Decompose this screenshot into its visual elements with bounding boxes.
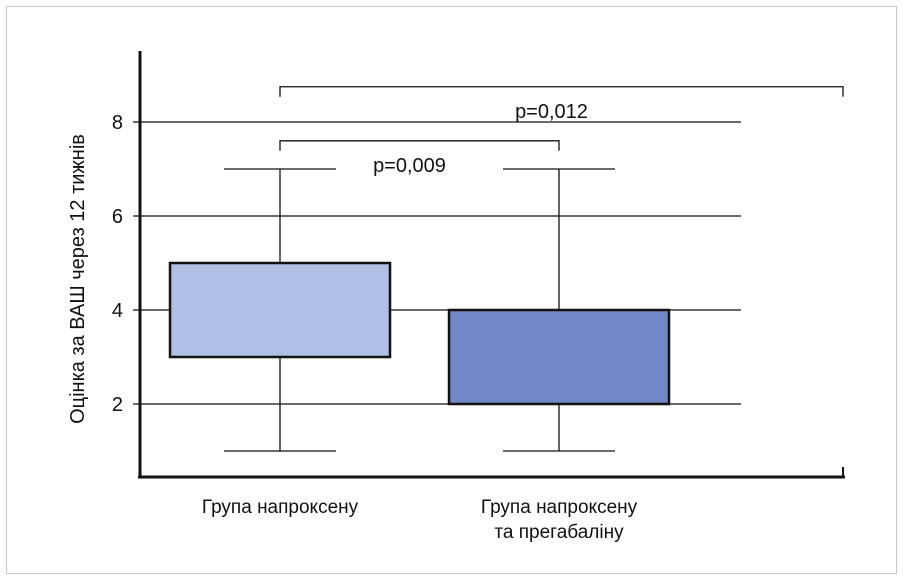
category-labels: Група напроксену Група напроксену та прега… — [202, 497, 638, 543]
significance-brackets: p=0,009 p=0,012 — [279, 86, 844, 177]
significance-bracket — [279, 140, 560, 151]
box-iqr — [168, 261, 392, 359]
y-axis-label: Оцінка за ВАШ через 12 тижнів — [67, 134, 89, 424]
category-label: та прегабаліну — [494, 522, 624, 543]
p-value-label: p=0,009 — [373, 155, 446, 177]
category-label: Група напроксену — [202, 497, 359, 518]
significance-bracket — [279, 86, 844, 97]
chart-frame: 2 4 6 8 Група напроксену Група напроксену та … — [6, 6, 897, 574]
box-iqr — [447, 308, 671, 406]
box-series — [168, 168, 671, 452]
y-tick-label: 2 — [112, 394, 123, 416]
box-plot: 2 4 6 8 Група напроксену Група напроксену та … — [67, 51, 845, 543]
y-tick-labels: 2 4 6 8 — [112, 112, 123, 416]
y-tick-label: 8 — [112, 112, 123, 134]
axes — [138, 51, 845, 479]
category-label: Група напроксену — [481, 497, 638, 518]
p-value-label: p=0,012 — [515, 101, 588, 123]
y-tick-label: 6 — [112, 206, 123, 228]
y-tick-label: 4 — [112, 300, 123, 322]
